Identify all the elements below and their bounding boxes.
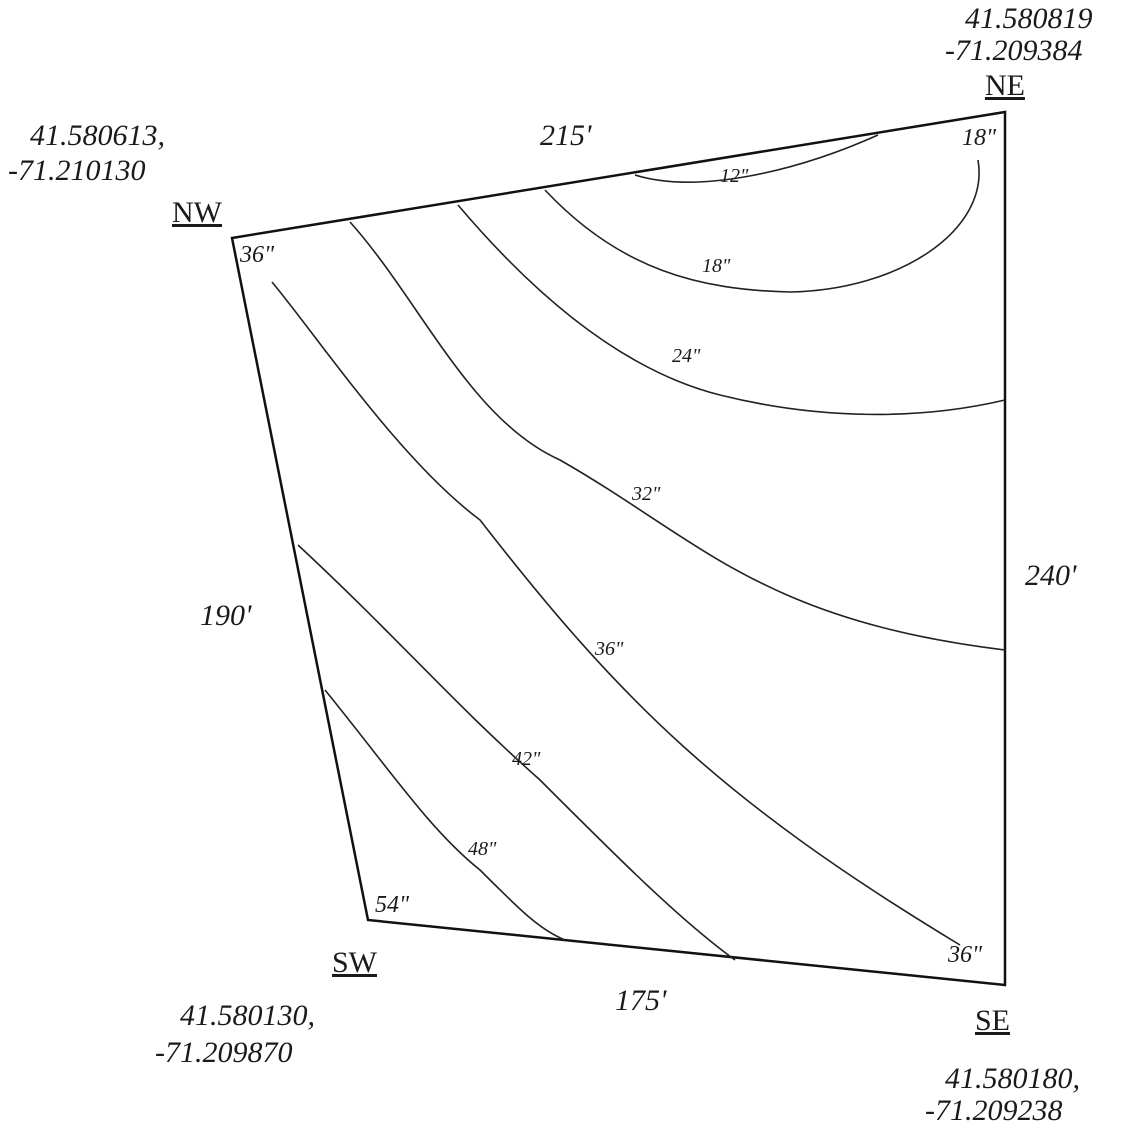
contour-label: 32" <box>631 483 661 505</box>
coordinate: -71.210130 <box>8 154 146 187</box>
coordinate: 41.580613, <box>30 119 165 152</box>
depth-label: 54" <box>375 892 410 918</box>
edge-length: 240' <box>1025 559 1077 592</box>
contour-line <box>634 134 879 183</box>
coordinate: -71.209238 <box>925 1094 1063 1127</box>
lot-boundary <box>230 110 1007 987</box>
contour-label: 42" <box>512 748 541 770</box>
coordinate: 41.580819 <box>965 2 1093 35</box>
contour-line <box>457 204 1006 416</box>
contour-line <box>324 689 566 941</box>
corner-label: SE <box>975 1004 1010 1037</box>
contour-label: 12" <box>720 165 749 187</box>
contour-label: 36" <box>594 638 624 660</box>
corner-label: NE <box>985 69 1025 102</box>
contour-line <box>271 281 961 946</box>
coordinate: -71.209870 <box>155 1036 293 1069</box>
edge-length: 175' <box>615 984 667 1017</box>
contour-line <box>349 221 1006 651</box>
contour-label: 24" <box>672 345 701 367</box>
contour-label: 18" <box>702 255 731 277</box>
coordinate: 41.580130, <box>180 999 315 1032</box>
depth-label: 18" <box>962 125 997 151</box>
coordinate: -71.209384 <box>945 34 1083 67</box>
contour-line <box>297 544 736 961</box>
contour-line <box>544 159 980 293</box>
edge-length: 215' <box>540 119 592 152</box>
depth-label: 36" <box>947 942 983 968</box>
corner-label: SW <box>332 946 378 979</box>
depth-label: 36" <box>239 242 275 268</box>
corner-label: NW <box>172 196 223 229</box>
coordinate: 41.580180, <box>945 1062 1080 1095</box>
contour-label: 48" <box>468 838 497 860</box>
edge-length: 190' <box>200 599 252 632</box>
